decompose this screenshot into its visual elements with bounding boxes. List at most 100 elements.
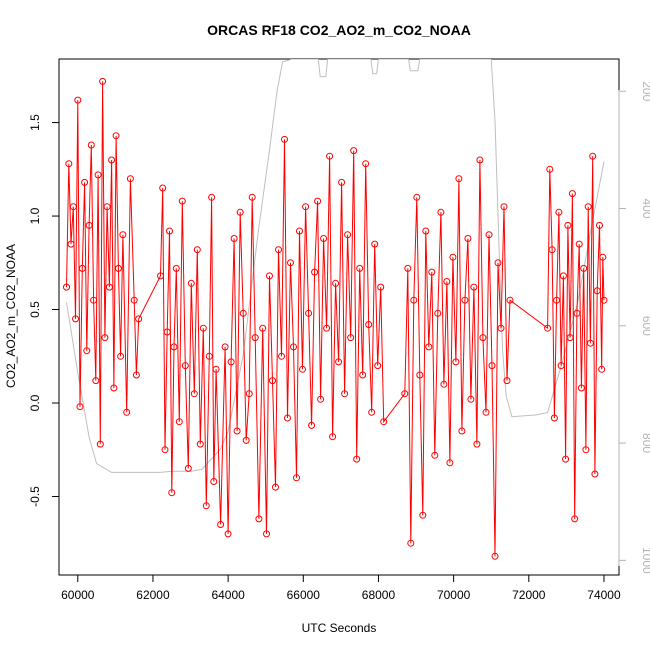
data-point [269,377,276,385]
x-axis-label: UTC Seconds [302,621,377,635]
data-point [193,246,201,254]
data-point [101,334,109,342]
data-point [308,421,316,429]
data-point [210,478,218,485]
data-point [159,184,167,192]
data-point [199,324,207,332]
data-point [242,436,250,444]
data-point [506,296,514,304]
data-point [449,253,457,261]
x-tick-label: 68000 [362,588,396,602]
data-point [76,403,84,411]
data-point [562,455,570,463]
data-point [455,175,463,183]
data-point [575,240,583,248]
data-point [422,227,430,235]
data-point [135,315,143,323]
data-point [130,296,138,304]
x-axis: 60000 62000 64000 66000 68000 70000 72000 74000 [61,574,621,602]
data-point [320,235,328,242]
data-point [410,296,418,304]
data-point [582,446,590,454]
data-point [544,324,552,332]
data-point [464,235,472,242]
data-point [488,362,496,370]
data-point [377,283,385,291]
data-point [172,264,180,272]
data-point [266,272,273,280]
x-tick-label: 74000 [587,588,621,602]
data-point [380,418,388,426]
data-point [596,221,603,229]
data-point [275,246,282,254]
data-point [78,264,86,272]
data-point [67,240,75,248]
data-point [329,433,337,441]
data-point [208,193,216,201]
data-point [245,390,253,398]
data-point [593,287,601,295]
y2-tick-label: 400 [640,199,650,219]
data-point [202,502,210,510]
data-point [341,390,349,398]
data-point [161,446,169,454]
data-point [263,530,270,538]
data-point [299,365,306,373]
data-point [105,283,113,291]
data-point [314,197,322,205]
data-point [473,440,481,448]
data-point [63,283,70,291]
data-point [259,324,267,332]
data-point [178,197,186,205]
data-point [557,362,565,370]
data-point [87,141,95,149]
data-point [353,455,361,463]
data-point [114,264,122,272]
data-point [108,156,116,164]
data-point [491,552,499,560]
data-point [497,324,505,332]
data-point [580,264,588,272]
data-point [272,483,279,491]
data-point [90,296,98,304]
data-point [175,418,183,426]
y-tick-label: -0.5 [28,486,42,507]
data-point [287,259,294,267]
primary-series [63,77,608,560]
data-point [332,279,340,287]
data-point [157,272,164,280]
data-point [347,334,355,342]
x-tick-label: 72000 [512,588,546,602]
data-point [99,77,107,85]
data-point [371,240,379,248]
data-point [404,264,412,272]
data-point [205,352,213,360]
y2-tick-label: 1000 [640,547,650,574]
chart-title: ORCAS RF18 CO2_AO2_m_CO2_NOAA [207,22,471,38]
data-point [374,362,382,370]
data-point [326,152,334,160]
data-point [555,208,563,216]
data-point [81,178,89,186]
data-point [356,264,364,272]
data-point [419,511,427,519]
data-point [443,278,451,285]
data-point [196,440,204,448]
data-point [236,208,244,216]
data-point [431,451,439,459]
data-point [573,309,581,317]
data-point [224,530,232,538]
data-point [407,539,415,547]
data-point [227,358,235,366]
y-tick-label: 1.5 [28,114,42,131]
data-point [548,246,556,254]
data-point [302,203,310,211]
data-point [112,132,120,140]
data-point [476,156,484,164]
data-point [368,408,376,416]
data-point [317,395,325,403]
data-point [255,515,263,523]
data-point [500,203,508,211]
data-point [278,352,285,360]
data-point [233,427,241,435]
